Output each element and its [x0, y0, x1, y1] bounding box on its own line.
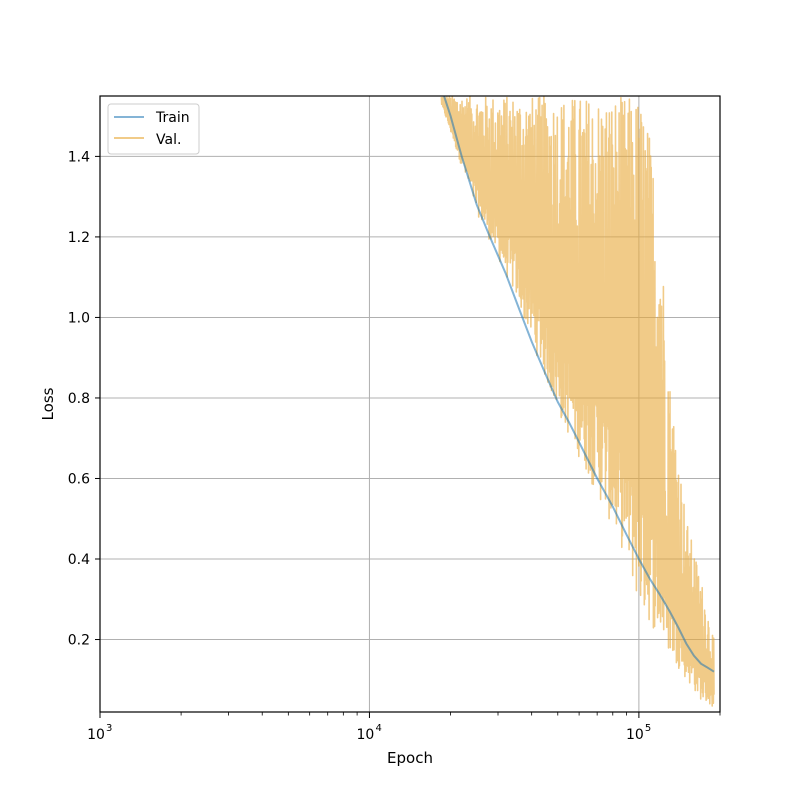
- x-tick-label: 10: [87, 727, 105, 743]
- x-tick-exponent: 3: [106, 723, 112, 734]
- x-tick-label: 10: [357, 727, 375, 743]
- x-axis-label: Epoch: [387, 749, 433, 767]
- x-tick-label: 10: [626, 727, 644, 743]
- y-tick-label: 0.6: [68, 471, 90, 487]
- legend: Train Val.: [107, 103, 200, 155]
- y-tick-label: 1.2: [68, 230, 90, 246]
- y-tick-label: 1.4: [68, 149, 90, 165]
- y-tick-label: 1.0: [68, 310, 90, 326]
- x-axis: 10 3 10 4 10 5: [87, 712, 721, 743]
- y-tick-label: 0.8: [68, 391, 90, 407]
- series-line-train: [442, 96, 715, 673]
- series-lines: [442, 96, 715, 673]
- y-tick-label: 0.2: [68, 633, 90, 649]
- y-axis: 0.2 0.4 0.6 0.8 1.0 1.2 1.4: [68, 149, 100, 649]
- legend-label-val: Val.: [156, 132, 181, 148]
- plot-frame: [99, 95, 721, 713]
- x-tick-exponent: 4: [375, 723, 381, 734]
- y-axis-label: Loss: [39, 387, 57, 420]
- x-tick-exponent: 5: [645, 723, 651, 734]
- y-tick-label: 0.4: [68, 552, 90, 568]
- legend-label-train: Train: [155, 110, 190, 126]
